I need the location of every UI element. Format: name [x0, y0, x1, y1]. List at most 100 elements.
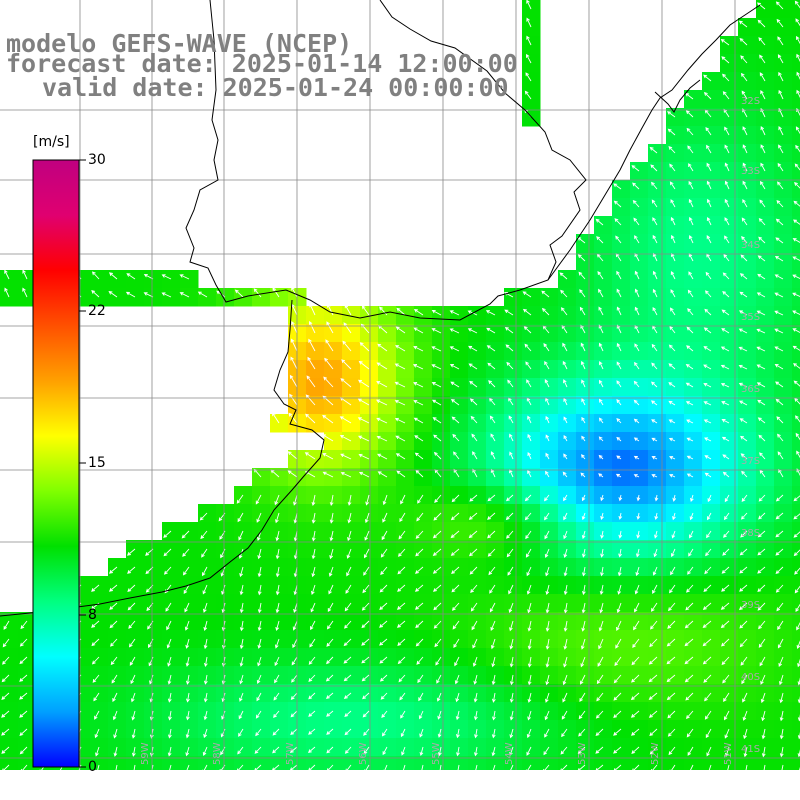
wind-arrow [311, 494, 316, 507]
wind-arrow [110, 656, 118, 666]
field-cell [648, 144, 667, 163]
wind-arrow [421, 764, 424, 770]
field-cell [702, 162, 721, 181]
field-cell [774, 432, 793, 451]
field-cell [684, 288, 703, 307]
wind-arrow [775, 530, 784, 538]
wind-arrow [504, 327, 514, 334]
field-cell [162, 288, 181, 307]
field-cell [540, 396, 559, 415]
wind-arrow [704, 692, 712, 702]
wind-arrow [633, 399, 640, 406]
wind-arrow [613, 710, 622, 719]
wind-arrow [185, 746, 190, 757]
wind-arrow [311, 512, 316, 524]
wind-arrow [652, 584, 658, 595]
field-cell [306, 738, 325, 757]
field-cell [306, 720, 325, 739]
wind-arrow [239, 674, 244, 685]
field-cell [342, 666, 361, 685]
wind-arrow [702, 602, 712, 611]
wind-arrow [723, 692, 730, 702]
field-cell [180, 288, 199, 307]
field-cell [450, 450, 469, 469]
wind-arrow [432, 584, 442, 592]
lon-label: 51W [723, 742, 734, 765]
wind-arrow [415, 620, 424, 629]
field-cell [468, 540, 487, 559]
field-cell [324, 450, 343, 469]
wind-arrow [468, 548, 478, 557]
lat-label: 40S [741, 672, 760, 683]
wind-arrow [275, 566, 280, 578]
wind-arrow [293, 494, 298, 506]
field-cell [18, 702, 37, 721]
wind-arrow [617, 566, 622, 577]
wind-arrow [439, 764, 442, 770]
wind-arrow [781, 764, 784, 770]
wind-arrow [524, 494, 532, 502]
wind-arrow [418, 692, 424, 702]
wind-arrow [449, 346, 460, 352]
wind-arrow [322, 414, 334, 424]
field-cell [720, 36, 739, 55]
field-cell [702, 216, 721, 235]
wind-arrow [668, 746, 676, 756]
wind-arrow [600, 530, 604, 539]
wind-arrow [400, 710, 406, 719]
wind-arrow [758, 236, 766, 244]
wind-arrow [648, 656, 658, 665]
field-cell [432, 522, 451, 541]
wind-arrow [199, 512, 208, 521]
field-cell [612, 720, 631, 739]
field-cell [720, 630, 739, 649]
field-cell [792, 126, 800, 145]
field-cell [648, 306, 667, 325]
field-cell [738, 558, 757, 577]
colorbar-gradient [32, 159, 80, 768]
field-cell [684, 630, 703, 649]
wind-arrow [203, 710, 208, 721]
field-cell [432, 342, 451, 361]
wind-arrow [239, 584, 244, 596]
wind-arrow [179, 274, 190, 280]
wind-arrow [165, 602, 172, 612]
wind-arrow [455, 728, 460, 739]
field-cell [666, 396, 685, 415]
field-cell [18, 756, 37, 770]
wind-arrow [163, 530, 172, 538]
wind-arrow [395, 453, 406, 460]
wind-arrow [562, 471, 568, 478]
field-cell [378, 756, 397, 770]
wind-arrow [545, 620, 550, 632]
field-cell [738, 522, 757, 541]
lon-label: 53W [577, 742, 588, 765]
field-cell [378, 648, 397, 667]
field-cell [18, 648, 37, 667]
wind-arrow [722, 454, 730, 460]
field-cell [360, 684, 379, 703]
wind-arrow [344, 602, 352, 612]
field-cell [126, 576, 145, 595]
field-cell [360, 360, 379, 379]
wind-arrow [328, 584, 334, 595]
wind-arrow [796, 53, 800, 62]
field-cell [432, 396, 451, 415]
wind-arrow [523, 326, 532, 334]
wind-arrow [416, 512, 424, 522]
wind-arrow [19, 656, 28, 665]
wind-arrow [705, 548, 712, 557]
wind-arrow [256, 674, 262, 684]
wind-arrow [108, 584, 118, 592]
wind-arrow [397, 638, 406, 646]
wind-arrow [600, 512, 604, 521]
field-cell [666, 666, 685, 685]
field-cell [18, 720, 37, 739]
wind-arrow [563, 584, 568, 596]
field-cell [666, 432, 685, 451]
field-cell [702, 468, 721, 487]
wind-arrow [1, 710, 10, 718]
wind-arrow [706, 216, 712, 226]
field-cell [666, 630, 685, 649]
wind-arrow [487, 530, 496, 539]
